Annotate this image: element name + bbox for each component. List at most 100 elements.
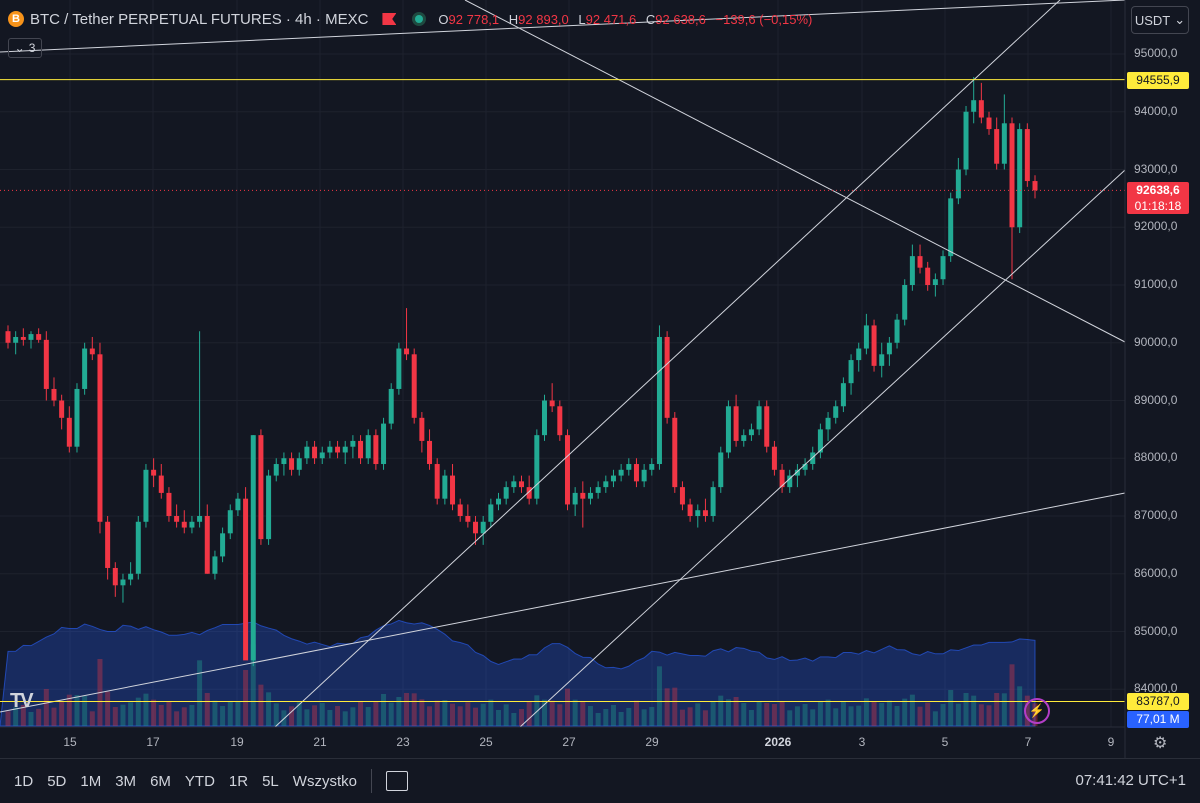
candle: [503, 487, 509, 499]
candle: [335, 446, 341, 453]
volume-bar: [963, 693, 969, 726]
volume-bar: [541, 699, 547, 726]
bolt-icon[interactable]: ⚡: [1024, 698, 1050, 724]
volume-bar: [66, 694, 72, 726]
candle: [396, 348, 402, 389]
volume-bar: [626, 708, 632, 726]
volume-bar: [82, 696, 88, 726]
candle: [66, 417, 72, 447]
candle: [856, 348, 862, 361]
range-5l[interactable]: 5L: [262, 772, 279, 790]
candle: [994, 129, 1000, 164]
volume-bar: [181, 707, 187, 726]
volume-bar: [496, 710, 502, 726]
range-1r[interactable]: 1R: [228, 772, 249, 790]
range-ytd[interactable]: YTD: [184, 772, 215, 790]
flag-icon[interactable]: [382, 13, 397, 25]
candle: [120, 579, 126, 586]
candle: [128, 573, 134, 580]
candle: [748, 429, 754, 436]
candle: [59, 400, 65, 418]
volume-bar: [411, 693, 417, 726]
candle: [810, 452, 816, 465]
candle: [986, 117, 992, 130]
volume-bar: [1009, 664, 1015, 726]
volume-bar: [128, 702, 134, 726]
low-line-tag: 83787,0: [1127, 693, 1189, 710]
volume-bar: [902, 698, 908, 726]
candle: [181, 521, 187, 528]
volume-bar: [473, 707, 479, 726]
indicators-toggle-button[interactable]: ⌄ 3: [8, 38, 42, 58]
candle: [342, 446, 348, 453]
candle: [5, 331, 11, 343]
candle: [243, 498, 249, 661]
candle: [350, 440, 356, 447]
volume-bars: [5, 644, 1038, 726]
candle: [373, 435, 379, 465]
trendline-descending: [464, 0, 1126, 343]
volume-bar: [243, 670, 249, 726]
candle: [105, 521, 111, 568]
candle: [488, 504, 494, 522]
range-1d[interactable]: 1D: [14, 772, 34, 790]
price-tick-label: 85000,0: [1134, 623, 1178, 638]
volume-bar: [856, 705, 862, 726]
volume-bar: [794, 706, 800, 726]
time-tick-label: 15: [63, 735, 77, 749]
range-6m[interactable]: 6M: [150, 772, 171, 790]
currency-selector[interactable]: USDT ⌄: [1131, 6, 1189, 34]
candle: [189, 521, 195, 528]
candle: [388, 388, 394, 424]
volume-bar: [948, 690, 954, 726]
volume-bar: [810, 709, 816, 726]
volume-bar: [112, 707, 118, 726]
range-1m[interactable]: 1M: [80, 772, 102, 790]
tradingview-logo[interactable]: TV: [10, 690, 34, 712]
volume-bar: [189, 705, 195, 726]
volume-ma-area: [0, 619, 1036, 727]
range-3m[interactable]: 3M: [115, 772, 137, 790]
time-tick-label: 3: [858, 735, 866, 749]
range-5d[interactable]: 5D: [47, 772, 67, 790]
candle: [771, 446, 777, 470]
candle: [20, 336, 26, 340]
candle: [978, 100, 984, 118]
candle: [296, 458, 302, 470]
candle: [871, 325, 877, 366]
calendar-icon[interactable]: [385, 771, 408, 791]
symbol-title[interactable]: BTC / Tether PERPETUAL FUTURES · 4h · ME…: [30, 10, 369, 28]
btc-icon: B: [8, 11, 24, 27]
candle: [618, 469, 624, 476]
volume-bar: [434, 700, 440, 726]
volume-bar: [710, 701, 716, 726]
volume-bar: [174, 711, 180, 726]
candle: [419, 417, 425, 441]
candle: [902, 285, 908, 320]
volume-bar: [151, 699, 157, 726]
candle: [894, 319, 900, 343]
candle: [848, 360, 854, 384]
candle: [1032, 181, 1038, 191]
candle: [626, 464, 632, 470]
candle: [381, 423, 387, 465]
time-tick-label: 7: [1024, 735, 1032, 749]
gear-icon[interactable]: ⚙: [1153, 735, 1168, 752]
trendline-top-left: [0, 0, 1126, 53]
volume-bar: [564, 688, 570, 726]
candle: [641, 469, 647, 482]
volume-bar: [457, 706, 463, 726]
high-line-tag: 94555,9: [1127, 72, 1189, 89]
symbol-legend[interactable]: B BTC / Tether PERPETUAL FUTURES · 4h · …: [8, 8, 812, 30]
candle: [358, 440, 364, 459]
price-tick-label: 94000,0: [1134, 103, 1178, 118]
candle: [909, 256, 915, 285]
price-tick-label: 84000,0: [1134, 681, 1178, 696]
candle: [664, 336, 670, 418]
volume-bar: [756, 701, 762, 726]
volume-bar: [120, 704, 126, 726]
clock[interactable]: 07:41:42 UTC+1: [1075, 772, 1187, 789]
range-all[interactable]: Wszystko: [292, 772, 357, 790]
candle: [580, 492, 586, 499]
